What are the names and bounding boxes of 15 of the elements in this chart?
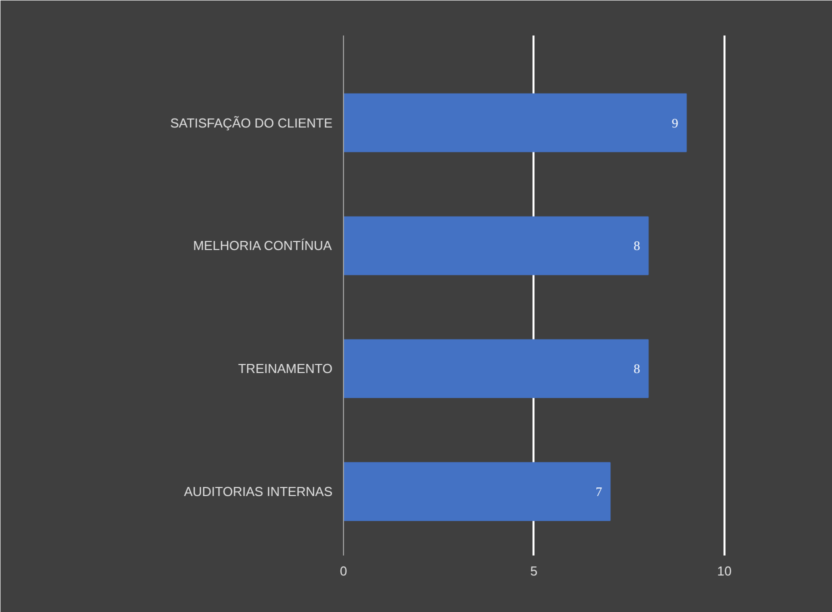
x-tick-label: 10	[717, 564, 732, 578]
bar	[344, 462, 611, 521]
data-label: 9	[672, 115, 678, 130]
bar	[344, 93, 687, 152]
y-tick-label: MELHORIA CONTÍNUA	[193, 238, 332, 254]
data-label: 8	[634, 238, 640, 254]
y-tick-label: TREINAMENTO	[238, 361, 333, 376]
x-tick-label: 0	[340, 564, 348, 578]
data-label: 8	[634, 361, 640, 376]
y-tick-label: SATISFAÇÃO DO CLIENTE	[170, 115, 333, 130]
bar	[344, 339, 649, 398]
bar	[344, 216, 649, 276]
x-tick-label: 5	[530, 564, 538, 578]
y-tick-label: AUDITORIAS INTERNAS	[184, 484, 333, 500]
data-label: 7	[596, 484, 603, 500]
